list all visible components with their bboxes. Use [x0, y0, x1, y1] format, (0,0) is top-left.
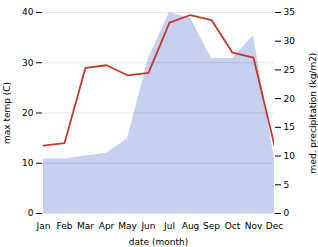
svg-text:Apr: Apr: [99, 221, 115, 231]
svg-text:30: 30: [284, 36, 296, 46]
svg-text:30: 30: [22, 58, 34, 68]
svg-text:10: 10: [22, 158, 34, 168]
svg-text:Jul: Jul: [163, 221, 175, 231]
svg-text:Aug: Aug: [182, 221, 200, 231]
svg-text:Dec: Dec: [266, 221, 283, 231]
svg-text:max temp (C): max temp (C): [2, 82, 12, 144]
svg-text:med. precipitation (kg/m2): med. precipitation (kg/m2): [308, 53, 318, 174]
svg-text:25: 25: [284, 65, 295, 75]
svg-text:40: 40: [22, 7, 34, 17]
svg-text:Jan: Jan: [36, 221, 51, 231]
svg-text:0: 0: [284, 208, 290, 218]
svg-text:0: 0: [28, 208, 34, 218]
svg-text:15: 15: [284, 122, 295, 132]
svg-text:35: 35: [284, 7, 295, 17]
svg-text:Nov: Nov: [245, 221, 263, 231]
svg-text:Mar: Mar: [77, 221, 94, 231]
svg-text:20: 20: [22, 108, 34, 118]
svg-text:5: 5: [284, 180, 290, 190]
svg-text:date (month): date (month): [129, 237, 188, 247]
svg-text:20: 20: [284, 94, 296, 104]
svg-text:Oct: Oct: [225, 221, 241, 231]
svg-text:May: May: [118, 221, 137, 231]
svg-text:10: 10: [284, 151, 296, 161]
svg-text:Feb: Feb: [57, 221, 73, 231]
svg-text:Jun: Jun: [140, 221, 155, 231]
svg-text:Sep: Sep: [203, 221, 220, 231]
